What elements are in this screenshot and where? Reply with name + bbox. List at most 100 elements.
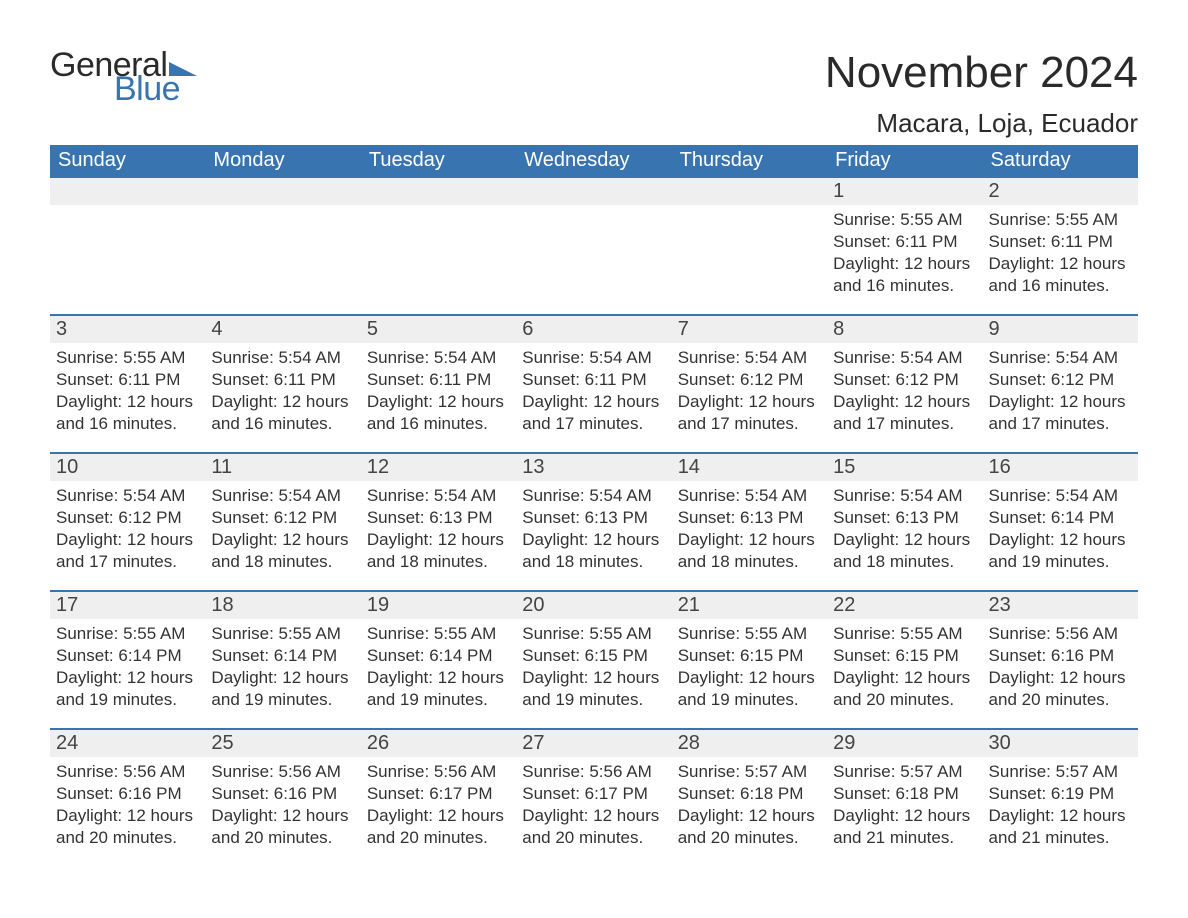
day-number: 12 bbox=[361, 452, 516, 481]
day-number: 30 bbox=[983, 728, 1138, 757]
day-number: 24 bbox=[50, 728, 205, 757]
daylight-text: Daylight: 12 hours and 17 minutes. bbox=[56, 529, 199, 573]
day-details: Sunrise: 5:56 AMSunset: 6:17 PMDaylight:… bbox=[516, 757, 671, 851]
sunset-text: Sunset: 6:13 PM bbox=[522, 507, 665, 529]
weekday-header: Tuesday bbox=[361, 145, 516, 176]
sunset-text: Sunset: 6:12 PM bbox=[56, 507, 199, 529]
daylight-text: Daylight: 12 hours and 20 minutes. bbox=[211, 805, 354, 849]
calendar-day-cell: 2Sunrise: 5:55 AMSunset: 6:11 PMDaylight… bbox=[983, 176, 1138, 314]
calendar-day-cell: 26Sunrise: 5:56 AMSunset: 6:17 PMDayligh… bbox=[361, 728, 516, 866]
sunrise-text: Sunrise: 5:54 AM bbox=[989, 347, 1132, 369]
sunset-text: Sunset: 6:12 PM bbox=[211, 507, 354, 529]
day-number: 13 bbox=[516, 452, 671, 481]
daylight-text: Daylight: 12 hours and 17 minutes. bbox=[678, 391, 821, 435]
day-details: Sunrise: 5:55 AMSunset: 6:14 PMDaylight:… bbox=[50, 619, 205, 713]
weekday-header: Thursday bbox=[672, 145, 827, 176]
calendar-day-cell: 7Sunrise: 5:54 AMSunset: 6:12 PMDaylight… bbox=[672, 314, 827, 452]
day-details: Sunrise: 5:57 AMSunset: 6:19 PMDaylight:… bbox=[983, 757, 1138, 851]
calendar-day-cell: 14Sunrise: 5:54 AMSunset: 6:13 PMDayligh… bbox=[672, 452, 827, 590]
calendar-day-cell: 28Sunrise: 5:57 AMSunset: 6:18 PMDayligh… bbox=[672, 728, 827, 866]
day-number: 19 bbox=[361, 590, 516, 619]
sunrise-text: Sunrise: 5:56 AM bbox=[211, 761, 354, 783]
sunset-text: Sunset: 6:15 PM bbox=[833, 645, 976, 667]
sunrise-text: Sunrise: 5:54 AM bbox=[367, 485, 510, 507]
day-number: 20 bbox=[516, 590, 671, 619]
daylight-text: Daylight: 12 hours and 17 minutes. bbox=[833, 391, 976, 435]
calendar-day-cell: 25 Sunrise: 5:56 AMSunset: 6:16 PMDayligh… bbox=[205, 728, 360, 866]
brand-text-blue: Blue bbox=[114, 72, 197, 106]
calendar-week-row: 3Sunrise: 5:55 AMSunset: 6:11 PMDaylight… bbox=[50, 314, 1138, 452]
day-number bbox=[672, 176, 827, 205]
daylight-text: Daylight: 12 hours and 19 minutes. bbox=[989, 529, 1132, 573]
daylight-text: Daylight: 12 hours and 20 minutes. bbox=[989, 667, 1132, 711]
calendar-table: SundayMondayTuesdayWednesdayThursdayFrid… bbox=[50, 145, 1138, 866]
daylight-text: Daylight: 12 hours and 16 minutes. bbox=[56, 391, 199, 435]
day-details: Sunrise: 5:54 AMSunset: 6:12 PMDaylight:… bbox=[827, 343, 982, 437]
day-number bbox=[205, 176, 360, 205]
day-details: Sunrise: 5:56 AMSunset: 6:16 PMDaylight:… bbox=[50, 757, 205, 851]
sunset-text: Sunset: 6:14 PM bbox=[211, 645, 354, 667]
sunset-text: Sunset: 6:11 PM bbox=[56, 369, 199, 391]
calendar-day-cell bbox=[672, 176, 827, 314]
sunrise-text: Sunrise: 5:57 AM bbox=[678, 761, 821, 783]
daylight-text: Daylight: 12 hours and 18 minutes. bbox=[367, 529, 510, 573]
sunrise-text: Sunrise: 5:56 AM bbox=[522, 761, 665, 783]
daylight-text: Daylight: 12 hours and 21 minutes. bbox=[833, 805, 976, 849]
sunrise-text: Sunrise: 5:54 AM bbox=[211, 485, 354, 507]
day-details: Sunrise: 5:54 AMSunset: 6:11 PMDaylight:… bbox=[516, 343, 671, 437]
day-details: Sunrise: 5:54 AMSunset: 6:13 PMDaylight:… bbox=[516, 481, 671, 575]
calendar-day-cell bbox=[361, 176, 516, 314]
calendar-day-cell: 22Sunrise: 5:55 AMSunset: 6:15 PMDayligh… bbox=[827, 590, 982, 728]
day-details: Sunrise: 5:54 AMSunset: 6:13 PMDaylight:… bbox=[361, 481, 516, 575]
sunrise-text: Sunrise: 5:55 AM bbox=[989, 209, 1132, 231]
calendar-day-cell: 21Sunrise: 5:55 AMSunset: 6:15 PMDayligh… bbox=[672, 590, 827, 728]
sunrise-text: Sunrise: 5:55 AM bbox=[522, 623, 665, 645]
day-details: Sunrise: 5:55 AMSunset: 6:14 PMDaylight:… bbox=[361, 619, 516, 713]
calendar-day-cell: 6Sunrise: 5:54 AMSunset: 6:11 PMDaylight… bbox=[516, 314, 671, 452]
sunrise-text: Sunrise: 5:54 AM bbox=[833, 485, 976, 507]
sunset-text: Sunset: 6:19 PM bbox=[989, 783, 1132, 805]
day-details: Sunrise: 5:54 AMSunset: 6:13 PMDaylight:… bbox=[827, 481, 982, 575]
title-block: November 2024 Macara, Loja, Ecuador bbox=[825, 48, 1138, 139]
day-details: Sunrise: 5:55 AMSunset: 6:15 PMDaylight:… bbox=[672, 619, 827, 713]
day-number bbox=[516, 176, 671, 205]
day-number: 6 bbox=[516, 314, 671, 343]
day-details: Sunrise: 5:54 AMSunset: 6:12 PMDaylight:… bbox=[983, 343, 1138, 437]
calendar-day-cell bbox=[516, 176, 671, 314]
daylight-text: Daylight: 12 hours and 17 minutes. bbox=[522, 391, 665, 435]
daylight-text: Daylight: 12 hours and 18 minutes. bbox=[211, 529, 354, 573]
sunset-text: Sunset: 6:11 PM bbox=[989, 231, 1132, 253]
sunset-text: Sunset: 6:14 PM bbox=[56, 645, 199, 667]
daylight-text: Daylight: 12 hours and 18 minutes. bbox=[522, 529, 665, 573]
calendar-day-cell: 9Sunrise: 5:54 AMSunset: 6:12 PMDaylight… bbox=[983, 314, 1138, 452]
calendar-day-cell: 15Sunrise: 5:54 AMSunset: 6:13 PMDayligh… bbox=[827, 452, 982, 590]
day-number: 25 bbox=[205, 728, 360, 757]
day-number: 21 bbox=[672, 590, 827, 619]
day-number: 5 bbox=[361, 314, 516, 343]
sunset-text: Sunset: 6:11 PM bbox=[211, 369, 354, 391]
weekday-header: Wednesday bbox=[516, 145, 671, 176]
calendar-day-cell: 11Sunrise: 5:54 AMSunset: 6:12 PMDayligh… bbox=[205, 452, 360, 590]
calendar-body: 1Sunrise: 5:55 AMSunset: 6:11 PMDaylight… bbox=[50, 176, 1138, 866]
daylight-text: Daylight: 12 hours and 17 minutes. bbox=[989, 391, 1132, 435]
sunrise-text: Sunrise: 5:56 AM bbox=[367, 761, 510, 783]
sunset-text: Sunset: 6:16 PM bbox=[211, 783, 354, 805]
day-number: 10 bbox=[50, 452, 205, 481]
daylight-text: Daylight: 12 hours and 19 minutes. bbox=[211, 667, 354, 711]
page-header: General Blue November 2024 Macara, Loja,… bbox=[50, 48, 1138, 139]
weekday-header: Sunday bbox=[50, 145, 205, 176]
day-number: 8 bbox=[827, 314, 982, 343]
calendar-week-row: 24Sunrise: 5:56 AMSunset: 6:16 PMDayligh… bbox=[50, 728, 1138, 866]
sunset-text: Sunset: 6:11 PM bbox=[833, 231, 976, 253]
sunrise-text: Sunrise: 5:55 AM bbox=[833, 209, 976, 231]
daylight-text: Daylight: 12 hours and 20 minutes. bbox=[367, 805, 510, 849]
day-details: Sunrise: 5:57 AMSunset: 6:18 PMDaylight:… bbox=[827, 757, 982, 851]
day-number bbox=[361, 176, 516, 205]
calendar-day-cell: 3 Sunrise: 5:55 AMSunset: 6:11 PMDaylight… bbox=[50, 314, 205, 452]
sunrise-text: Sunrise: 5:55 AM bbox=[56, 347, 199, 369]
daylight-text: Daylight: 12 hours and 19 minutes. bbox=[522, 667, 665, 711]
day-number: 9 bbox=[983, 314, 1138, 343]
sunset-text: Sunset: 6:15 PM bbox=[522, 645, 665, 667]
weekday-header: Friday bbox=[827, 145, 982, 176]
day-number: 3 bbox=[50, 314, 205, 343]
